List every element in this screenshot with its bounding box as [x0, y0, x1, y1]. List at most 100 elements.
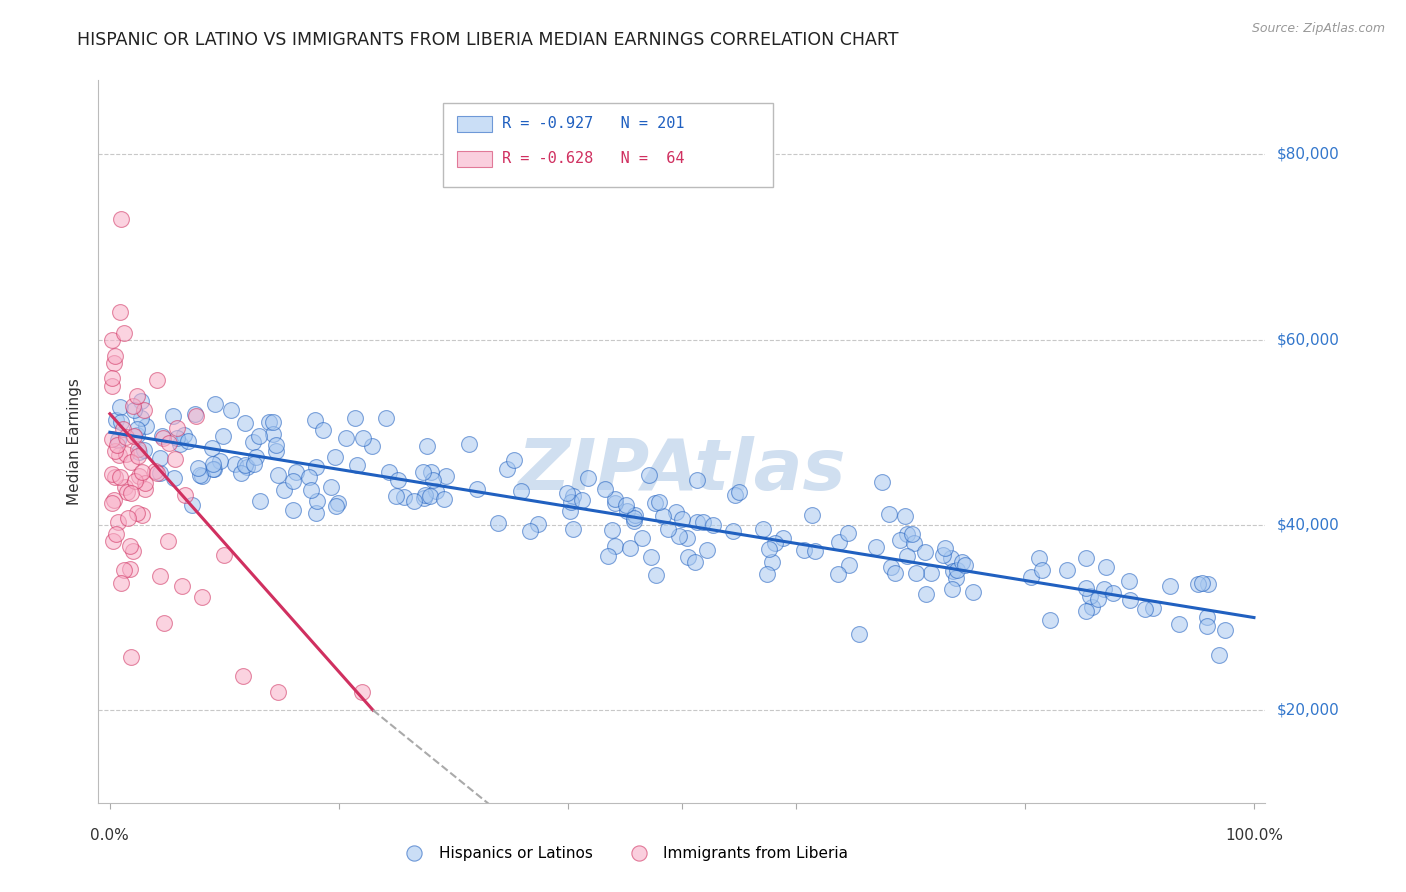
Point — [941, 551, 963, 566]
Point — [224, 458, 246, 472]
Point — [763, 536, 786, 550]
Point — [181, 498, 204, 512]
Point — [562, 523, 585, 537]
Point — [187, 461, 209, 475]
Point — [404, 494, 426, 508]
Point — [319, 480, 342, 494]
Point — [942, 564, 965, 578]
Point — [118, 540, 141, 554]
Point — [131, 411, 153, 425]
Point — [631, 531, 654, 545]
Point — [415, 488, 437, 502]
Point — [170, 579, 193, 593]
Point — [262, 427, 284, 442]
Point — [1031, 563, 1053, 577]
Point — [1056, 563, 1078, 577]
Text: 0.0%: 0.0% — [90, 828, 129, 843]
Text: $40,000: $40,000 — [1277, 517, 1340, 533]
Point — [115, 485, 138, 500]
Point — [1191, 576, 1213, 591]
Point — [412, 491, 434, 505]
Point — [865, 540, 887, 554]
Point — [686, 515, 709, 529]
Point — [1080, 599, 1102, 614]
Point — [110, 415, 132, 429]
Point — [676, 549, 699, 564]
Point — [1208, 648, 1230, 663]
Point — [108, 401, 131, 415]
Point — [905, 566, 928, 581]
Point — [115, 447, 138, 461]
Point — [1074, 603, 1097, 617]
Point — [103, 356, 125, 370]
Point — [848, 627, 870, 641]
Point — [284, 466, 307, 480]
Text: R = -0.927   N = 201: R = -0.927 N = 201 — [502, 117, 685, 131]
Point — [346, 458, 368, 472]
Point — [486, 516, 509, 530]
Point — [110, 212, 132, 227]
Point — [419, 465, 441, 479]
Text: $20,000: $20,000 — [1277, 703, 1340, 718]
Point — [281, 502, 304, 516]
Point — [101, 378, 124, 392]
Point — [107, 433, 129, 447]
Point — [914, 545, 936, 559]
Point — [299, 483, 322, 498]
Point — [122, 428, 145, 442]
Point — [804, 544, 827, 558]
Point — [623, 515, 645, 529]
Point — [509, 484, 531, 499]
Point — [619, 541, 641, 556]
Point — [165, 452, 187, 467]
Point — [838, 558, 860, 572]
Point — [953, 558, 976, 573]
Point — [149, 569, 172, 583]
Point — [134, 442, 156, 457]
Point — [120, 562, 142, 576]
Point — [412, 466, 434, 480]
Point — [692, 515, 714, 529]
Point — [125, 389, 148, 403]
Point — [312, 423, 335, 437]
Point — [146, 373, 169, 387]
Point — [624, 508, 647, 523]
Point — [800, 508, 823, 522]
Point — [870, 475, 893, 489]
Point — [190, 590, 212, 604]
Point — [1213, 623, 1236, 637]
Point — [458, 436, 481, 450]
Text: $60,000: $60,000 — [1277, 332, 1340, 347]
Point — [107, 515, 129, 529]
Point — [173, 428, 195, 442]
Point — [236, 460, 259, 475]
Point — [221, 403, 243, 417]
Point — [915, 587, 938, 601]
Point — [1076, 550, 1098, 565]
Point — [683, 555, 706, 569]
Point — [304, 459, 326, 474]
Point — [111, 422, 134, 436]
Point — [637, 468, 659, 483]
Point — [1167, 617, 1189, 632]
Point — [1092, 582, 1115, 596]
Point — [184, 407, 207, 421]
Point — [962, 585, 984, 599]
Point — [503, 453, 526, 467]
Point — [761, 555, 783, 569]
Text: HISPANIC OR LATINO VS IMMIGRANTS FROM LIBERIA MEDIAN EARNINGS CORRELATION CHART: HISPANIC OR LATINO VS IMMIGRANTS FROM LI… — [77, 31, 898, 49]
Point — [104, 413, 127, 427]
Point — [110, 576, 132, 591]
Point — [120, 649, 142, 664]
Point — [174, 488, 197, 502]
Text: 100.0%: 100.0% — [1225, 828, 1282, 843]
Point — [125, 427, 148, 442]
Text: ZIPAtlas: ZIPAtlas — [517, 436, 846, 505]
Point — [527, 517, 550, 532]
Point — [202, 462, 225, 476]
Point — [177, 434, 200, 449]
Point — [1197, 577, 1219, 591]
Point — [1142, 600, 1164, 615]
Point — [465, 482, 488, 496]
Point — [101, 333, 124, 347]
